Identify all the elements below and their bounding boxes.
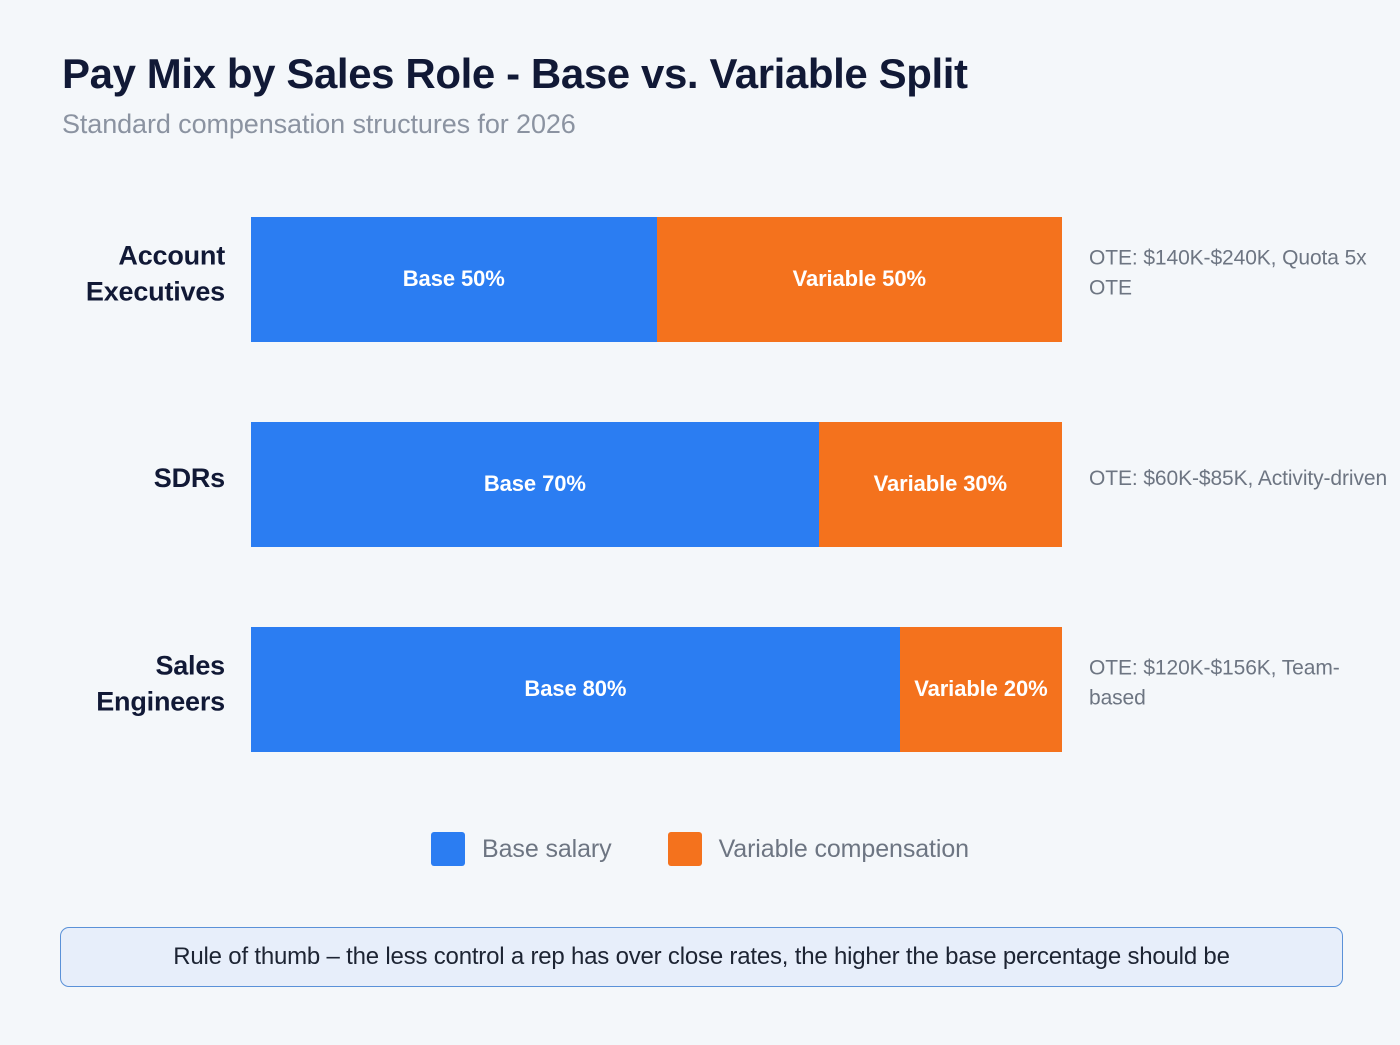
legend-item-variable-compensation[interactable]: Variable compensation [667,832,969,866]
bar-segment-base-sdrs[interactable]: Base 70% [251,422,819,547]
legend-label-variable-compensation: Variable compensation [718,834,969,863]
page-subtitle: Standard compensation structures for 202… [62,109,576,140]
legend-label-base-salary: Base salary [482,834,612,863]
stacked-bar-sales-engineers: Base 80% Variable 20% [251,627,1062,752]
rule-of-thumb-callout: Rule of thumb – the less control a rep h… [60,927,1343,987]
stacked-bar-sdrs: Base 70% Variable 30% [251,422,1062,547]
callout-text: Rule of thumb – the less control a rep h… [173,943,1230,970]
bar-rows: Account Executives Base 50% Variable 50%… [0,206,1400,752]
stacked-bar-account-executives: Base 50% Variable 50% [251,217,1062,342]
row-label-account-executives: Account Executives [85,240,225,306]
row-note-account-executives: OTE: $140K-$240K, Quota 5x OTE [1089,246,1367,300]
legend-item-base-salary[interactable]: Base salary [431,832,612,866]
bar-segment-base-sales-engineers[interactable]: Base 80% [251,627,900,752]
chart-header: Pay Mix by Sales Role - Base vs. Variabl… [62,50,968,140]
bar-segment-base-account-executives[interactable]: Base 50% [251,217,657,342]
page-title: Pay Mix by Sales Role - Base vs. Variabl… [62,50,968,97]
legend-swatch-variable-icon [667,832,702,866]
bar-segment-variable-sales-engineers[interactable]: Variable 20% [899,627,1062,752]
chart-legend: Base salary Variable compensation [0,832,1400,866]
bar-segment-variable-sdrs[interactable]: Variable 30% [818,422,1062,547]
row-label-sdrs: SDRs [153,463,225,494]
bar-segment-variable-account-executives[interactable]: Variable 50% [656,217,1062,342]
row-note-sales-engineers: OTE: $120K-$156K, Team-based [1089,656,1340,710]
legend-swatch-base-icon [431,832,466,866]
chart-row-sales-engineers: Sales Engineers Base 80% Variable 20% OT… [0,616,1400,752]
row-label-sales-engineers: Sales Engineers [96,650,225,716]
chart-row-account-executives: Account Executives Base 50% Variable 50%… [0,206,1400,342]
chart-row-sdrs: SDRs Base 70% Variable 30% OTE: $60K-$85… [0,411,1400,547]
row-note-sdrs: OTE: $60K-$85K, Activity-driven [1089,466,1388,490]
